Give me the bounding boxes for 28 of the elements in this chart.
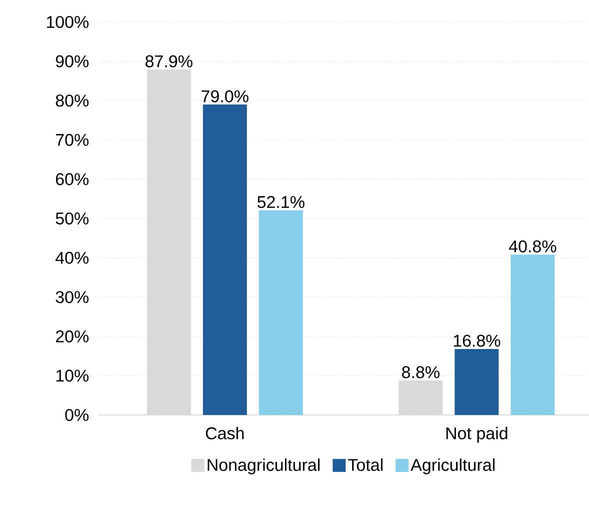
y-tick-label: 70% — [56, 134, 89, 146]
y-tick-label: 60% — [56, 173, 89, 186]
bar — [510, 254, 555, 415]
data-label: 40.8% — [508, 240, 556, 252]
legend-label: Nonagricultural — [208, 458, 320, 474]
y-tick-label: 100% — [46, 16, 89, 28]
data-label: 79.0% — [202, 90, 248, 102]
y-tick-label: 0% — [65, 408, 89, 422]
y-tick-label: 20% — [56, 330, 89, 342]
data-label: 16.8% — [454, 334, 500, 347]
bar — [454, 348, 499, 415]
x-tick-label: Not paid — [446, 426, 508, 443]
x-tick-label: Cash — [206, 426, 244, 440]
legend-label: Total — [348, 458, 382, 471]
data-label: 52.1% — [257, 196, 304, 208]
y-tick-label: 50% — [56, 212, 89, 225]
bar — [398, 380, 443, 415]
y-tick-label: 30% — [56, 291, 89, 304]
bar — [146, 70, 191, 415]
bar — [258, 210, 303, 415]
y-tick-label: 10% — [56, 370, 89, 382]
data-label: 87.9% — [146, 55, 192, 68]
legend-label: Agricultural — [410, 458, 494, 474]
y-tick-label: 80% — [56, 94, 89, 107]
bar — [202, 104, 247, 415]
y-tick-label: 90% — [56, 55, 89, 68]
data-label: 8.8% — [402, 366, 440, 378]
y-tick-label: 40% — [56, 252, 89, 264]
